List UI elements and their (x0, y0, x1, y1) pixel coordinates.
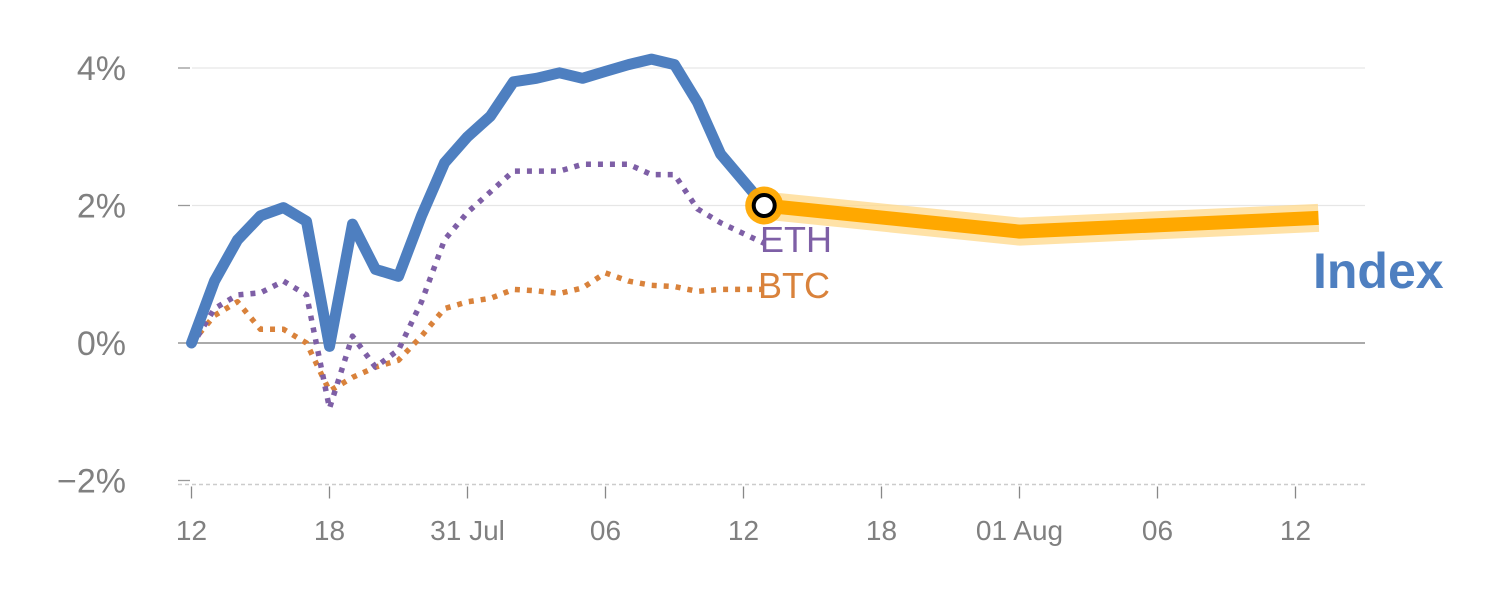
index-series-line (186, 53, 770, 352)
eth-label: ETH (760, 219, 832, 260)
x-tick-label: 31 Jul (430, 515, 505, 546)
x-tick-label: 18 (314, 515, 345, 546)
x-tick-label: 12 (1280, 515, 1311, 546)
x-axis-tick-labels: 12 18 31 Jul 06 12 18 01 Aug 06 12 (176, 515, 1311, 546)
axes (178, 67, 1365, 499)
x-tick-label: 06 (590, 515, 621, 546)
x-tick-label: 12 (728, 515, 759, 546)
index-label: Index (1313, 243, 1444, 299)
grid-lines (192, 67, 1365, 207)
y-axis-tick-labels: −2% 0% 2% 4% (57, 50, 126, 501)
series-labels: ETH BTC Index (758, 219, 1444, 306)
current-value-marker (751, 193, 777, 218)
y-tick-label: 2% (77, 188, 126, 226)
y-tick-label: 0% (77, 325, 126, 363)
btc-label: BTC (758, 265, 830, 306)
y-tick-label: −2% (57, 463, 126, 501)
x-tick-label: 12 (176, 515, 207, 546)
y-tick-label: 4% (77, 50, 126, 88)
x-tick-label: 18 (866, 515, 897, 546)
x-tick-label: 06 (1142, 515, 1173, 546)
markers (745, 186, 784, 225)
series-lines (186, 53, 1320, 412)
x-tick-label: 01 Aug (976, 515, 1063, 546)
btc-series-line (189, 270, 765, 394)
forecast-line (763, 198, 1319, 239)
